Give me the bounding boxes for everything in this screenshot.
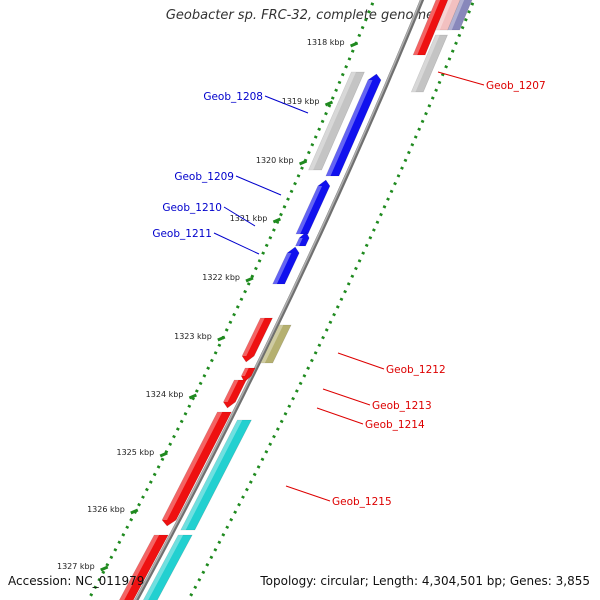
leader-line (285, 485, 331, 502)
backbone-layer (134, 0, 425, 600)
tick-mark (130, 508, 139, 515)
tick-label: 1325 kbp (117, 448, 155, 457)
gene-bar-geob-1214 (223, 379, 247, 409)
gene-bar-bottom-red (119, 534, 169, 600)
gene-bar-geob-1215 (161, 411, 232, 527)
backbone-highlight (134, 0, 422, 600)
gene-label: Geob_1207 (486, 80, 546, 92)
leader-line (322, 388, 371, 406)
gene-bar-geob-1207-highlight (411, 35, 440, 92)
gene-bar-geob-1208-highlight (325, 80, 373, 176)
gene-bar-bottom-cyan (143, 534, 193, 600)
gene-bar-geob-1208-gray (308, 71, 365, 171)
tick-label: 1322 kbp (202, 273, 240, 282)
labels-layer: Geob_1207 Geob_1208 Geob_1209 Geob_1210 Geob… (152, 71, 546, 508)
gene-label: Geob_1215 (332, 496, 392, 508)
gene-bar-geob-1215-cyan (180, 419, 252, 531)
accession-text: Accession: NC_011979 (8, 574, 145, 588)
gene-bar-top-purple-highlight (447, 0, 465, 30)
genes-layer (119, 0, 473, 600)
gene-bar-geob-1212-highlight (242, 318, 265, 356)
gene-bar-geob-1208 (325, 73, 382, 177)
gene-bar-top-red (412, 0, 449, 56)
tick-mark (245, 276, 254, 283)
tick-mark (324, 100, 334, 107)
tick-rail-outer (186, 0, 476, 600)
gene-bar-geob-1214-highlight (223, 380, 239, 402)
tick-mark (349, 41, 359, 48)
gene-bar-geob-1215-highlight (162, 412, 223, 520)
tick-mark (159, 451, 168, 458)
gene-label: Geob_1214 (365, 419, 425, 431)
gene-bar-geob-1210-highlight (295, 238, 303, 246)
leader-line (223, 206, 256, 227)
tick-label: 1321 kbp (230, 214, 268, 223)
tick-label: 1324 kbp (146, 390, 184, 399)
leader-line (316, 407, 364, 425)
leader-line (213, 232, 260, 255)
gene-label: Geob_1212 (386, 364, 446, 376)
gene-bar-geob-1207 (410, 34, 448, 93)
gene-bar-geob-1212 (241, 317, 273, 363)
gene-label: Geob_1208 (203, 91, 263, 103)
gene-bar-geob-1213 (240, 367, 256, 383)
gene-bar-top-pink-highlight (435, 0, 453, 30)
leader-line (337, 352, 385, 370)
gene-bar-bottom-cyan-highlight (143, 535, 184, 600)
tick-mark (100, 565, 109, 572)
gene-bar-geob-1215-cyan-highlight (180, 420, 243, 530)
gene-bar-geob-1210 (295, 231, 310, 247)
gene-bar-geob-1213-highlight (241, 368, 249, 376)
tick-mark (217, 335, 226, 342)
leader-line (235, 175, 282, 196)
tick-label: 1327 kbp (57, 562, 95, 571)
tick-label: 1318 kbp (307, 38, 345, 47)
gene-bar-top-pink (435, 0, 461, 31)
backbone-line (134, 0, 425, 600)
gene-label: Geob_1213 (372, 400, 432, 412)
genome-summary-text: Topology: circular; Length: 4,304,501 bp… (260, 574, 590, 588)
tick-mark (272, 217, 281, 224)
tick-label: 1319 kbp (282, 97, 320, 106)
tick-label: 1320 kbp (256, 156, 294, 165)
gene-label: Geob_1210 (162, 202, 222, 214)
gene-bar-bottom-red-highlight (119, 535, 160, 600)
tick-mark (298, 159, 308, 166)
gene-label: Geob_1209 (174, 171, 234, 183)
gene-bar-geob-1211-highlight (272, 253, 292, 284)
gene-bar-geob-1212-alt-highlight (260, 325, 284, 363)
leader-line (264, 95, 309, 114)
tick-layer: 1318 kbp 1319 kbp 1320 kbp 1321 kbp 1322 kbp… (57, 0, 476, 600)
gene-bar-geob-1209 (295, 179, 331, 235)
tick-rail-inner (86, 0, 376, 600)
gene-label: Geob_1211 (152, 228, 212, 240)
gene-bar-geob-1211 (272, 246, 300, 285)
gene-bar-geob-1209-highlight (296, 186, 323, 234)
tick-mark (188, 393, 197, 400)
leader-line (437, 71, 485, 86)
gene-bar-geob-1208-gray-highlight (308, 72, 356, 170)
gene-bar-top-red-highlight (413, 0, 441, 55)
gene-bar-geob-1212-alt (260, 324, 292, 364)
tick-label: 1323 kbp (174, 332, 212, 341)
tick-label: 1326 kbp (87, 505, 125, 514)
